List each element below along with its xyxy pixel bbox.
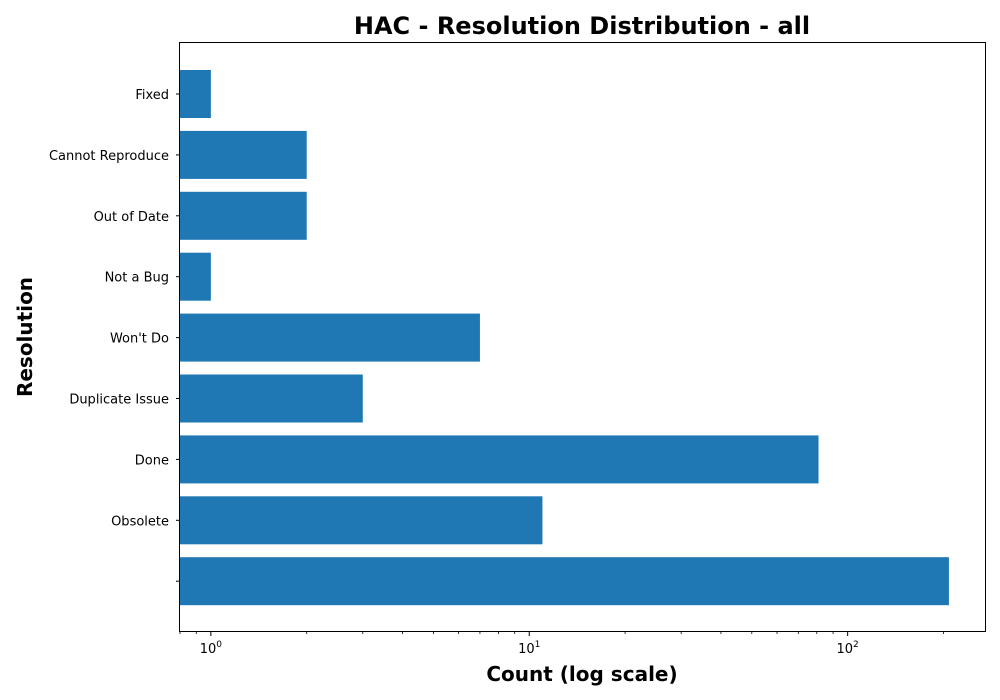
x-axis-label: Count (log scale) (486, 662, 677, 686)
plot-frame (179, 42, 986, 632)
chart-title: HAC - Resolution Distribution - all (354, 12, 810, 40)
bar (180, 374, 363, 423)
x-tick-label: 102 (837, 640, 859, 657)
x-tick-base: 10 (518, 642, 535, 657)
bars-group (180, 70, 949, 606)
y-tick-label: Done (135, 453, 169, 468)
y-axis-label: Resolution (13, 277, 37, 397)
bar (180, 313, 480, 362)
x-tick-label: 101 (518, 640, 540, 657)
y-tick-label: Fixed (135, 88, 169, 103)
bar (180, 557, 949, 606)
y-tick-label: Obsolete (111, 514, 169, 529)
bar (180, 252, 211, 301)
y-tick-label: Out of Date (94, 210, 169, 225)
bar (180, 70, 211, 118)
x-tick-label: 100 (200, 640, 223, 657)
y-tick-label: Cannot Reproduce (49, 149, 169, 164)
y-axis-ticks: Fixed Cannot Reproduce Out of Date Not a Bu… (49, 88, 180, 582)
y-tick-label: Won't Do (110, 332, 169, 347)
x-tick-base: 10 (837, 642, 854, 657)
bar (180, 191, 307, 240)
y-tick-label: Duplicate Issue (69, 393, 169, 408)
bar (180, 130, 307, 179)
y-tick-label: Not a Bug (105, 271, 169, 286)
bar (180, 496, 543, 545)
x-tick-exponent: 0 (216, 640, 222, 650)
x-tick-base: 10 (200, 642, 217, 657)
bar (180, 435, 819, 484)
x-tick-exponent: 1 (535, 640, 541, 650)
x-tick-exponent: 2 (853, 640, 859, 650)
